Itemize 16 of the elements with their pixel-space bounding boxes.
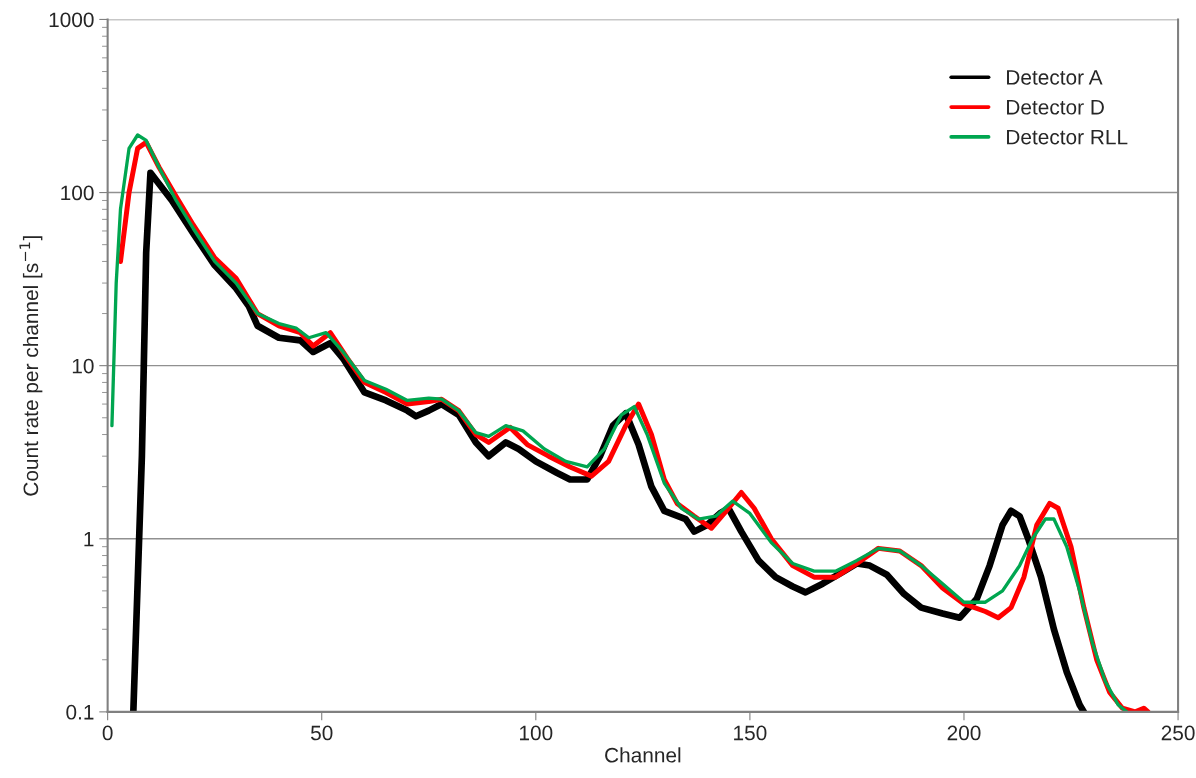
x-tick-label: 50 xyxy=(310,725,333,741)
y-tick-label: 1 xyxy=(84,531,94,547)
x-tick-label: 150 xyxy=(734,725,767,741)
y-tick-label: 0.1 xyxy=(66,704,94,720)
y-tick-label: 10 xyxy=(72,358,94,374)
x-axis-title: Channel xyxy=(605,747,681,763)
x-tick-label: 0 xyxy=(102,725,113,741)
x-tick-label: 200 xyxy=(947,725,981,741)
legend-label: Detector A xyxy=(1007,70,1103,85)
legend-label: Detector RLL xyxy=(1007,129,1128,145)
x-tick-label: 250 xyxy=(1161,725,1195,741)
y-tick-label: 100 xyxy=(61,185,94,201)
y-axis-title: Count rate per channel [s$^{−1}$] xyxy=(19,236,43,496)
x-tick-label: 100 xyxy=(520,725,553,741)
y-tick-label: 1000 xyxy=(49,12,94,28)
legend-label: Detector D xyxy=(1007,100,1104,115)
